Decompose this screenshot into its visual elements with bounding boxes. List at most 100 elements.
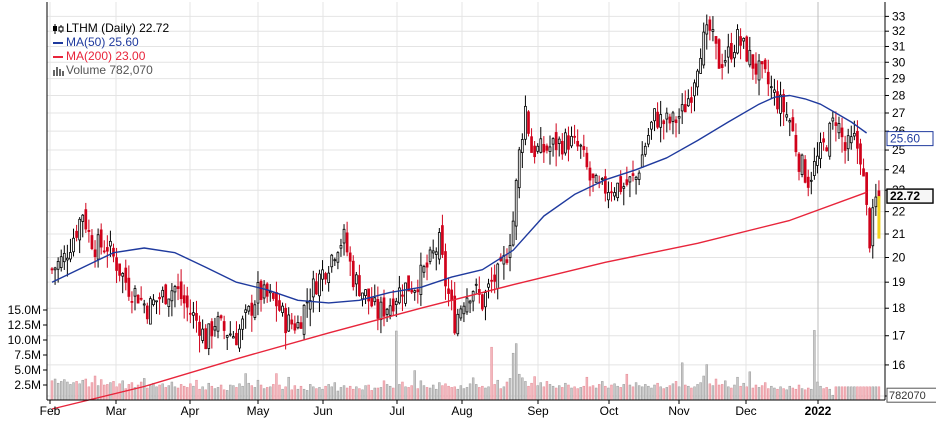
candle-body [788, 120, 792, 123]
volume-bar [112, 381, 115, 401]
volume-bar [182, 385, 186, 401]
candle-body [201, 328, 204, 341]
volume-bar [785, 389, 788, 401]
candle-body [447, 288, 450, 294]
volume-bar [800, 388, 804, 401]
candle-body [797, 153, 801, 172]
volume-bar [382, 380, 386, 401]
candle-body [437, 232, 441, 260]
candle-body [524, 105, 527, 140]
candle-body [434, 251, 438, 255]
volume-bar [647, 385, 650, 401]
price-tick-label: 21 [892, 227, 906, 241]
volume-bar [539, 382, 542, 401]
candle-body [487, 283, 490, 288]
candle-body [311, 278, 315, 298]
candle-body [327, 272, 331, 283]
volume-bar [373, 387, 376, 401]
volume-bar [179, 384, 183, 401]
volume-tag [886, 387, 936, 403]
price-tick-label: 31 [892, 39, 906, 53]
candle-body [78, 218, 82, 241]
candle-body [825, 147, 829, 152]
candle-body [222, 321, 226, 331]
candle-body [554, 132, 558, 151]
volume-bar [659, 386, 662, 401]
candle-body [348, 252, 352, 262]
volume-bar [810, 388, 813, 401]
candle-body [407, 275, 410, 292]
candle-body [382, 297, 386, 317]
month-tick-label: Jul [389, 404, 404, 418]
candle-body [776, 91, 779, 110]
candle-body [763, 59, 767, 70]
candle-body [465, 297, 469, 313]
candle-body [66, 257, 69, 261]
volume-bar [733, 384, 736, 401]
candle-body [232, 336, 235, 339]
candle-body [726, 46, 730, 58]
volume-bar [109, 382, 112, 401]
candle-body [441, 225, 444, 255]
volume-bar [561, 387, 564, 401]
volume-bar [505, 381, 509, 401]
candle-body [600, 178, 604, 180]
volume-bar [355, 386, 358, 401]
volume-bar [398, 384, 401, 401]
candle-body [530, 136, 533, 153]
candle-body [225, 335, 229, 338]
candle-body [484, 292, 487, 308]
candle-body [514, 180, 518, 227]
candle-body [742, 37, 746, 42]
volume-bar [318, 387, 321, 401]
candle-body [75, 230, 78, 238]
candle-body [391, 298, 395, 312]
volume-bar [788, 385, 791, 401]
volume-bar [155, 386, 158, 401]
candle-body [736, 29, 739, 54]
candle-body [450, 289, 453, 301]
volume-bar [874, 386, 878, 401]
volume-bar [536, 385, 539, 401]
volume-bar [745, 386, 748, 401]
candle-body [130, 301, 134, 303]
candle-body [662, 120, 666, 125]
last-price-tag [886, 188, 934, 204]
volume-bar [533, 376, 536, 401]
candle-body [318, 273, 321, 297]
candle-body [324, 273, 327, 280]
volume-bar [106, 384, 109, 401]
candle-body [133, 288, 137, 297]
volume-bar [379, 387, 383, 401]
candle-body [149, 298, 152, 325]
volume-bar [450, 387, 453, 401]
volume-bar [613, 383, 616, 401]
volume-bar [425, 387, 429, 401]
candle-body [493, 274, 497, 282]
month-tick-label: Jun [313, 404, 332, 418]
candle-body [616, 182, 619, 199]
volume-bar [499, 388, 503, 401]
volume-bar [410, 385, 413, 401]
candle-body [428, 249, 432, 262]
candle-body [170, 290, 174, 302]
volume-bar [250, 385, 254, 401]
candle-body [388, 305, 392, 316]
candle-body [431, 250, 435, 254]
price-tick-label: 32 [892, 24, 906, 38]
candle-body [579, 144, 583, 147]
price-candles [50, 14, 881, 356]
volume-bar [779, 386, 782, 401]
volume-bar [684, 384, 687, 401]
candle-body [573, 135, 576, 138]
volume-bar [247, 382, 250, 401]
volume-bar [296, 388, 300, 401]
candle-body [511, 220, 515, 246]
candle-body [856, 130, 859, 149]
candle-body [477, 289, 481, 295]
volume-bar [321, 388, 324, 401]
volume-bar [548, 384, 552, 401]
volume-bar [229, 384, 232, 401]
volume-bar [665, 387, 669, 401]
volume-bar [767, 388, 770, 401]
